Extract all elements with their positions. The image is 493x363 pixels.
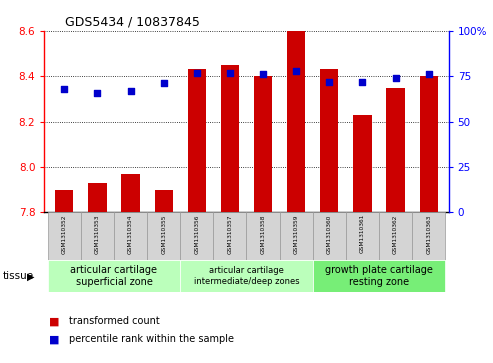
Bar bbox=[221, 65, 239, 212]
Bar bbox=[353, 115, 372, 212]
Bar bbox=[114, 212, 147, 260]
Bar bbox=[387, 87, 405, 212]
Text: GSM1310356: GSM1310356 bbox=[194, 214, 199, 254]
Point bbox=[94, 90, 102, 95]
Bar bbox=[48, 212, 81, 260]
Bar bbox=[81, 212, 114, 260]
Bar bbox=[154, 189, 173, 212]
Bar bbox=[379, 212, 412, 260]
Bar bbox=[188, 69, 206, 212]
Text: ■: ■ bbox=[49, 334, 60, 344]
Text: GSM1310363: GSM1310363 bbox=[426, 214, 431, 254]
Text: articular cartilage
superficial zone: articular cartilage superficial zone bbox=[70, 265, 157, 287]
Text: tissue: tissue bbox=[2, 271, 34, 281]
Bar bbox=[180, 260, 313, 292]
Bar bbox=[55, 189, 73, 212]
Text: GDS5434 / 10837845: GDS5434 / 10837845 bbox=[65, 15, 200, 28]
Text: GSM1310355: GSM1310355 bbox=[161, 214, 166, 254]
Bar bbox=[213, 212, 246, 260]
Bar bbox=[254, 76, 272, 212]
Point bbox=[391, 75, 399, 81]
Bar bbox=[313, 212, 346, 260]
Point bbox=[193, 70, 201, 76]
Bar bbox=[287, 31, 305, 212]
Point bbox=[60, 86, 68, 92]
Text: ■: ■ bbox=[49, 316, 60, 326]
Bar bbox=[48, 260, 180, 292]
Bar bbox=[121, 174, 140, 212]
Bar bbox=[147, 212, 180, 260]
Point bbox=[226, 70, 234, 76]
Text: GSM1310362: GSM1310362 bbox=[393, 214, 398, 254]
Text: percentile rank within the sample: percentile rank within the sample bbox=[69, 334, 234, 344]
Text: GSM1310352: GSM1310352 bbox=[62, 214, 67, 254]
Text: GSM1310360: GSM1310360 bbox=[327, 214, 332, 254]
Text: GSM1310358: GSM1310358 bbox=[261, 214, 266, 254]
Bar bbox=[280, 212, 313, 260]
Point bbox=[325, 79, 333, 85]
Point bbox=[425, 72, 433, 77]
Bar bbox=[180, 212, 213, 260]
Bar bbox=[88, 183, 106, 212]
Bar bbox=[420, 76, 438, 212]
Bar bbox=[412, 212, 445, 260]
Text: articular cartilage
intermediate/deep zones: articular cartilage intermediate/deep zo… bbox=[194, 266, 299, 286]
Text: GSM1310361: GSM1310361 bbox=[360, 214, 365, 253]
Text: GSM1310353: GSM1310353 bbox=[95, 214, 100, 254]
Point bbox=[292, 68, 300, 74]
Bar bbox=[313, 260, 445, 292]
Text: transformed count: transformed count bbox=[69, 316, 160, 326]
Point bbox=[127, 88, 135, 94]
Point bbox=[160, 81, 168, 86]
Text: ▶: ▶ bbox=[27, 272, 35, 282]
Text: growth plate cartilage
resting zone: growth plate cartilage resting zone bbox=[325, 265, 433, 287]
Bar bbox=[346, 212, 379, 260]
Text: GSM1310357: GSM1310357 bbox=[227, 214, 232, 254]
Point bbox=[259, 72, 267, 77]
Text: GSM1310354: GSM1310354 bbox=[128, 214, 133, 254]
Bar bbox=[246, 212, 280, 260]
Bar bbox=[320, 69, 339, 212]
Point bbox=[358, 79, 366, 85]
Text: GSM1310359: GSM1310359 bbox=[294, 214, 299, 254]
